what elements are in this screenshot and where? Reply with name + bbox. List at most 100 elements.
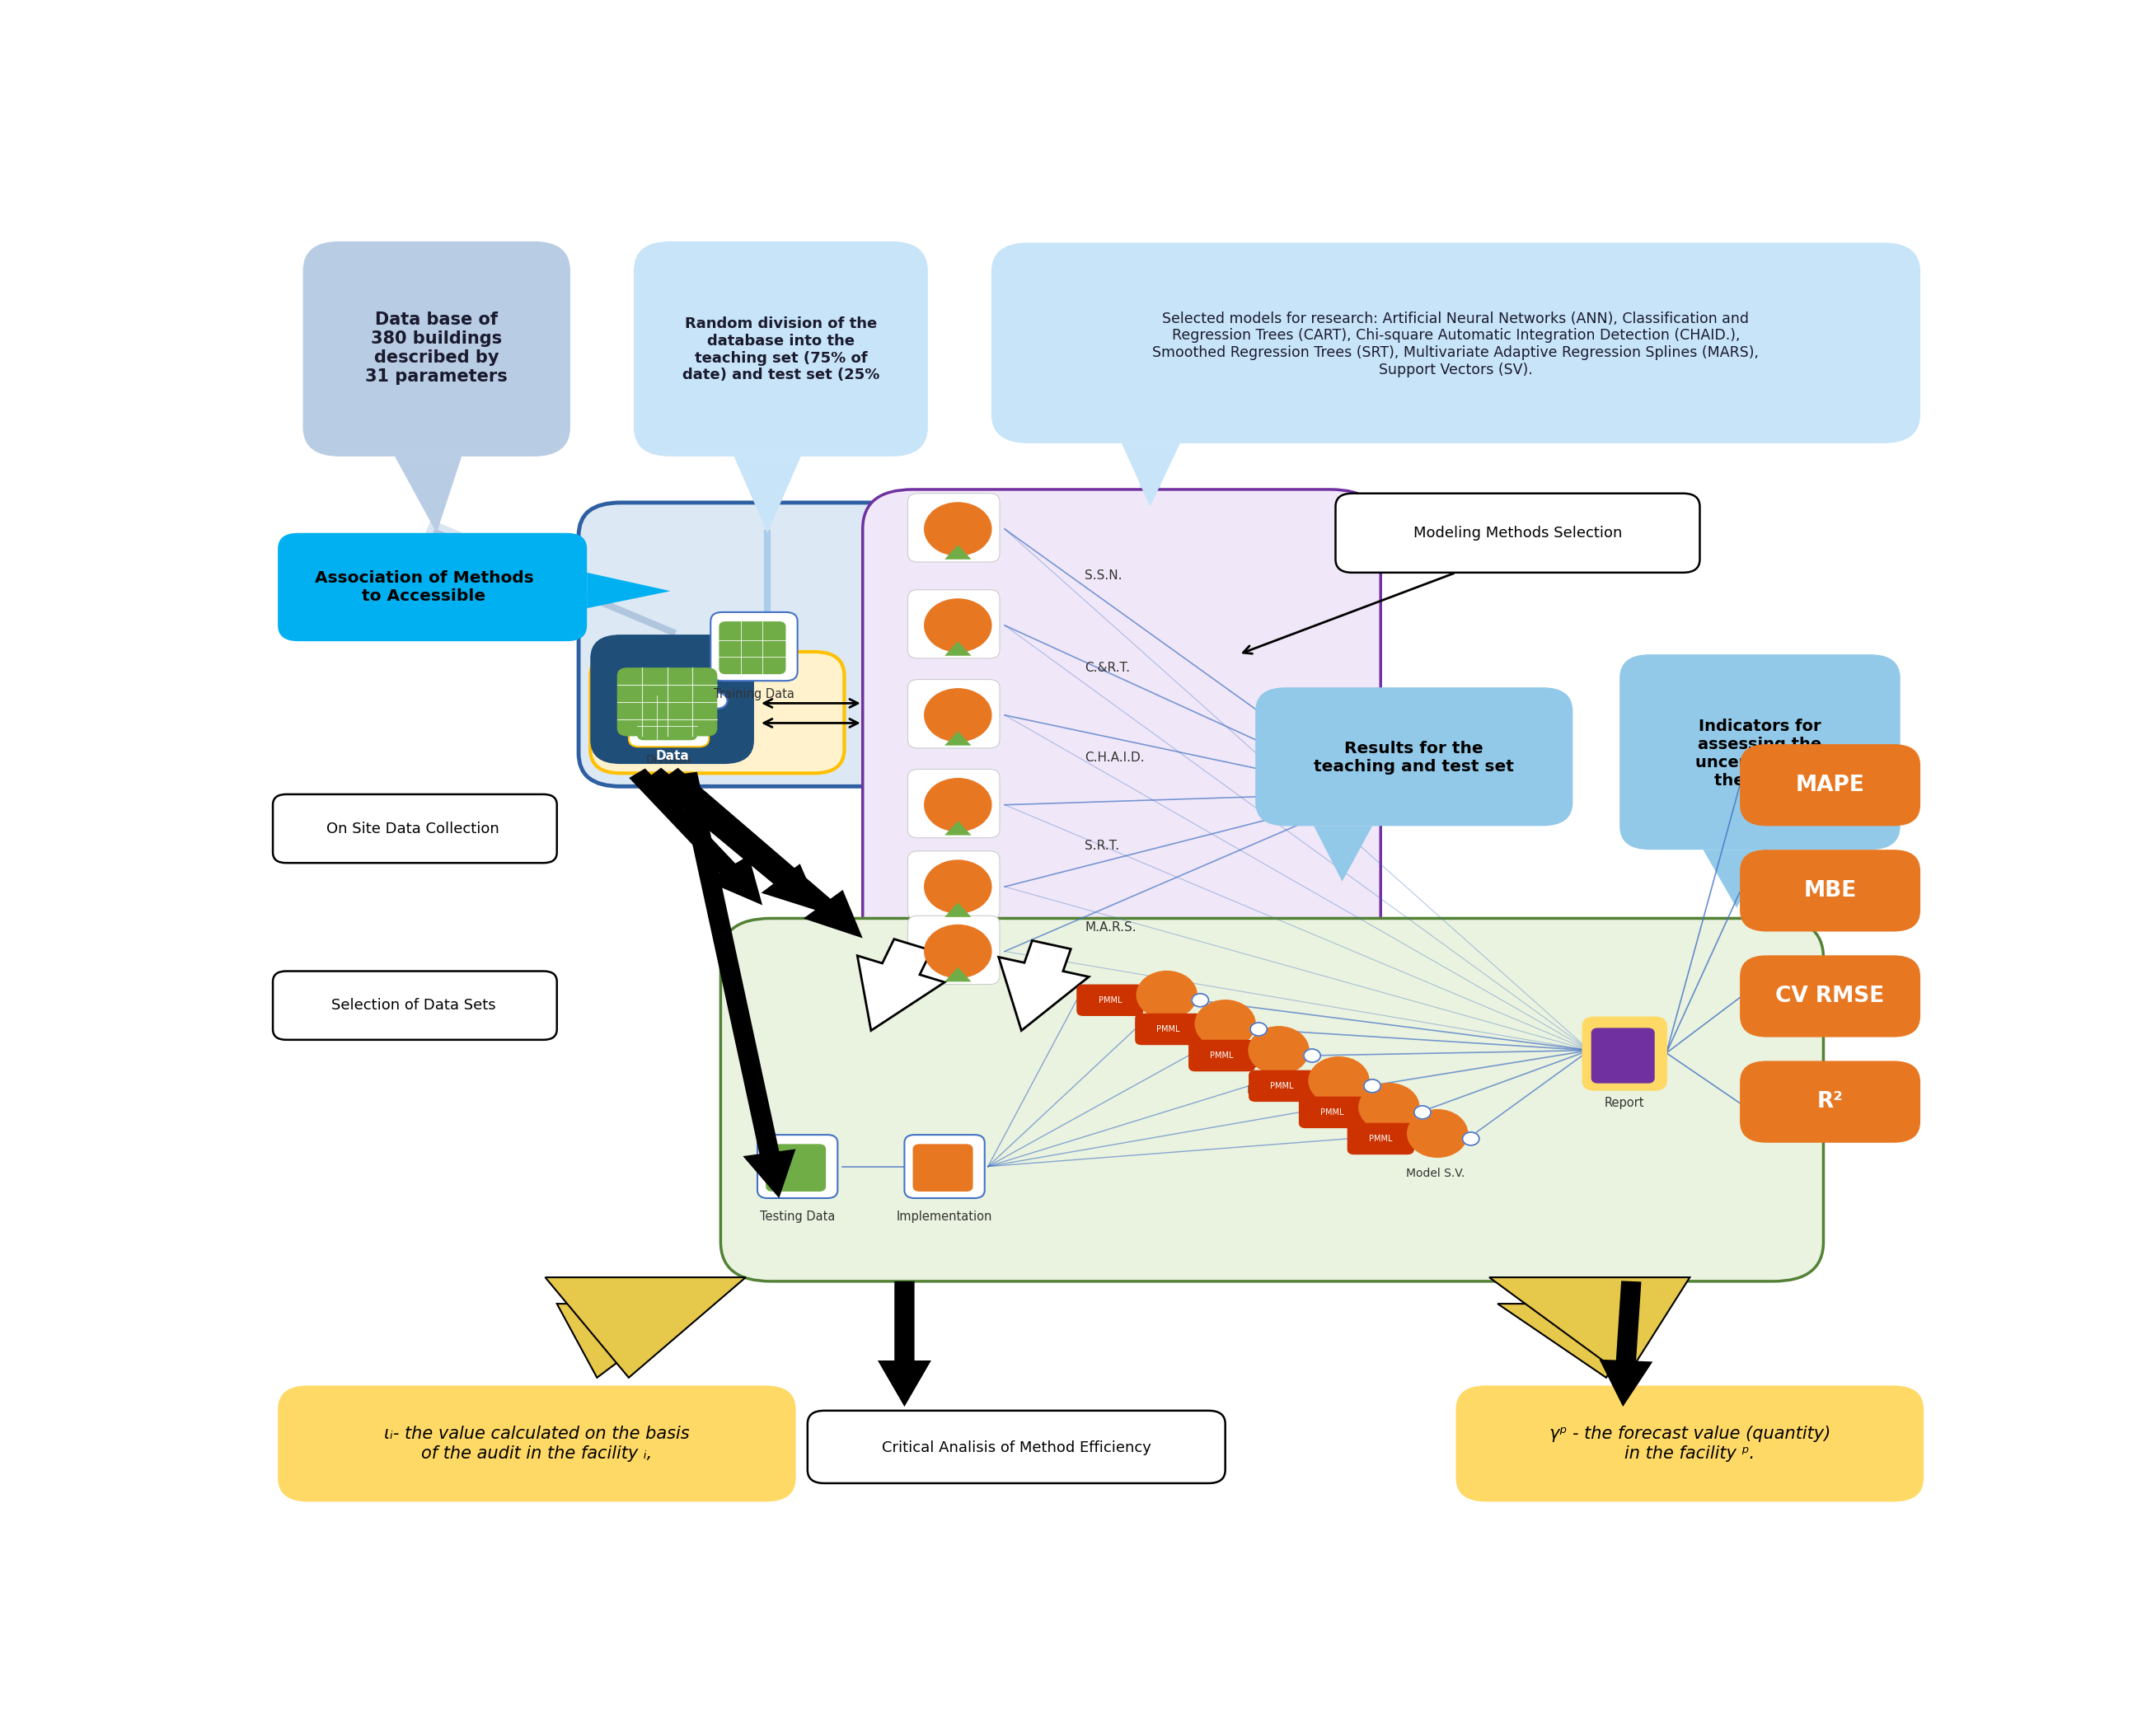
FancyBboxPatch shape bbox=[1619, 655, 1899, 850]
Text: S.V.: S.V. bbox=[1084, 986, 1108, 998]
Circle shape bbox=[1309, 1058, 1369, 1104]
FancyBboxPatch shape bbox=[1076, 984, 1143, 1016]
Circle shape bbox=[1304, 1049, 1319, 1063]
FancyBboxPatch shape bbox=[1134, 1013, 1201, 1046]
Circle shape bbox=[925, 926, 992, 977]
Text: C.H.A.I.D.: C.H.A.I.D. bbox=[1084, 751, 1145, 763]
Polygon shape bbox=[998, 941, 1089, 1030]
FancyBboxPatch shape bbox=[908, 679, 1000, 747]
Text: Model C.&R.T.: Model C.&R.T. bbox=[1214, 1058, 1291, 1070]
Circle shape bbox=[1414, 1106, 1432, 1119]
Circle shape bbox=[925, 598, 992, 651]
FancyBboxPatch shape bbox=[302, 242, 569, 456]
FancyBboxPatch shape bbox=[591, 634, 755, 764]
FancyBboxPatch shape bbox=[711, 612, 798, 680]
FancyBboxPatch shape bbox=[630, 687, 709, 747]
Circle shape bbox=[1365, 1080, 1380, 1092]
Circle shape bbox=[925, 502, 992, 555]
Text: M.A.R.S.: M.A.R.S. bbox=[1084, 922, 1136, 934]
Polygon shape bbox=[677, 771, 796, 1198]
Text: Training Data: Training Data bbox=[714, 687, 793, 701]
Text: Selection of Data Sets: Selection of Data Sets bbox=[330, 998, 496, 1013]
FancyBboxPatch shape bbox=[718, 622, 785, 674]
FancyBboxPatch shape bbox=[1740, 955, 1921, 1037]
FancyBboxPatch shape bbox=[1188, 1040, 1255, 1071]
Circle shape bbox=[925, 860, 992, 914]
Text: Selected models for research: Artificial Neural Networks (ANN), Classification a: Selected models for research: Artificial… bbox=[1153, 312, 1759, 377]
FancyBboxPatch shape bbox=[757, 1135, 837, 1198]
Text: Report: Report bbox=[1604, 1097, 1645, 1109]
FancyBboxPatch shape bbox=[1248, 1070, 1315, 1102]
Circle shape bbox=[707, 692, 727, 708]
FancyBboxPatch shape bbox=[617, 667, 718, 737]
FancyBboxPatch shape bbox=[720, 919, 1824, 1282]
Circle shape bbox=[1358, 1083, 1419, 1131]
FancyBboxPatch shape bbox=[1591, 1028, 1654, 1083]
FancyBboxPatch shape bbox=[1740, 744, 1921, 826]
Text: CV RMSE: CV RMSE bbox=[1777, 986, 1884, 1006]
FancyBboxPatch shape bbox=[908, 494, 1000, 562]
FancyBboxPatch shape bbox=[278, 533, 586, 641]
FancyBboxPatch shape bbox=[278, 1385, 796, 1501]
Polygon shape bbox=[556, 1304, 696, 1378]
Polygon shape bbox=[664, 768, 862, 938]
Polygon shape bbox=[858, 939, 944, 1030]
Text: Critical Analisis of Method Efficiency: Critical Analisis of Method Efficiency bbox=[882, 1440, 1151, 1455]
Polygon shape bbox=[647, 768, 821, 912]
Text: Indicators for
assessing the
uncertainty of
the model: Indicators for assessing the uncertainty… bbox=[1695, 718, 1824, 788]
FancyBboxPatch shape bbox=[591, 651, 845, 773]
Text: Data: Data bbox=[655, 749, 690, 763]
FancyBboxPatch shape bbox=[274, 794, 556, 862]
Circle shape bbox=[1408, 1109, 1468, 1157]
Polygon shape bbox=[1600, 1280, 1654, 1407]
Text: Model C.H.A.I.D.: Model C.H.A.I.D. bbox=[1246, 1085, 1339, 1095]
Circle shape bbox=[1248, 1027, 1309, 1075]
Circle shape bbox=[1192, 994, 1210, 1006]
Text: Model S.R.T.: Model S.R.T. bbox=[1322, 1112, 1391, 1124]
Text: SVB: SVB bbox=[949, 615, 966, 622]
Text: On Site Data Collection: On Site Data Collection bbox=[328, 821, 500, 836]
Polygon shape bbox=[1313, 826, 1373, 881]
Polygon shape bbox=[395, 456, 461, 533]
Text: PMML: PMML bbox=[1369, 1135, 1393, 1143]
Text: SVB: SVB bbox=[949, 518, 966, 526]
Text: Model S.S.N.: Model S.S.N. bbox=[1175, 1032, 1246, 1042]
FancyBboxPatch shape bbox=[638, 696, 696, 740]
Polygon shape bbox=[877, 1282, 931, 1407]
FancyBboxPatch shape bbox=[992, 243, 1921, 444]
Text: SVB: SVB bbox=[949, 941, 966, 950]
FancyBboxPatch shape bbox=[1740, 850, 1921, 932]
FancyBboxPatch shape bbox=[808, 1411, 1225, 1483]
Text: S.R.T.: S.R.T. bbox=[1084, 840, 1119, 852]
Polygon shape bbox=[586, 572, 671, 608]
FancyBboxPatch shape bbox=[908, 852, 1000, 920]
Polygon shape bbox=[630, 768, 763, 905]
FancyBboxPatch shape bbox=[908, 915, 1000, 984]
Circle shape bbox=[925, 778, 992, 831]
FancyBboxPatch shape bbox=[908, 590, 1000, 658]
Polygon shape bbox=[944, 545, 970, 559]
Text: Modeling Methods Selection: Modeling Methods Selection bbox=[1412, 526, 1621, 540]
Text: Data base of
380 buildings
described by
31 parameters: Data base of 380 buildings described by … bbox=[364, 312, 509, 386]
Circle shape bbox=[1462, 1133, 1479, 1145]
Text: PMML: PMML bbox=[1097, 996, 1121, 1004]
Circle shape bbox=[925, 689, 992, 742]
Polygon shape bbox=[545, 1277, 746, 1378]
Circle shape bbox=[1250, 1023, 1268, 1035]
Text: Model M.A.R.S.: Model M.A.R.S. bbox=[1365, 1142, 1449, 1152]
FancyBboxPatch shape bbox=[1255, 687, 1574, 826]
FancyBboxPatch shape bbox=[765, 1143, 826, 1191]
Text: R²: R² bbox=[1818, 1092, 1843, 1112]
Text: Results for the
teaching and test set: Results for the teaching and test set bbox=[1313, 740, 1514, 775]
FancyBboxPatch shape bbox=[908, 770, 1000, 838]
Text: Random division of the
database into the
teaching set (75% of
date) and test set: Random division of the database into the… bbox=[681, 317, 880, 382]
FancyBboxPatch shape bbox=[912, 1143, 972, 1191]
Text: PMML: PMML bbox=[1210, 1051, 1233, 1059]
FancyBboxPatch shape bbox=[1740, 1061, 1921, 1143]
Polygon shape bbox=[944, 903, 970, 917]
Circle shape bbox=[1136, 972, 1197, 1018]
Text: MBE: MBE bbox=[1805, 879, 1856, 902]
FancyBboxPatch shape bbox=[578, 502, 1005, 787]
Text: Division: Division bbox=[647, 754, 692, 766]
Text: PMML: PMML bbox=[1270, 1082, 1294, 1090]
